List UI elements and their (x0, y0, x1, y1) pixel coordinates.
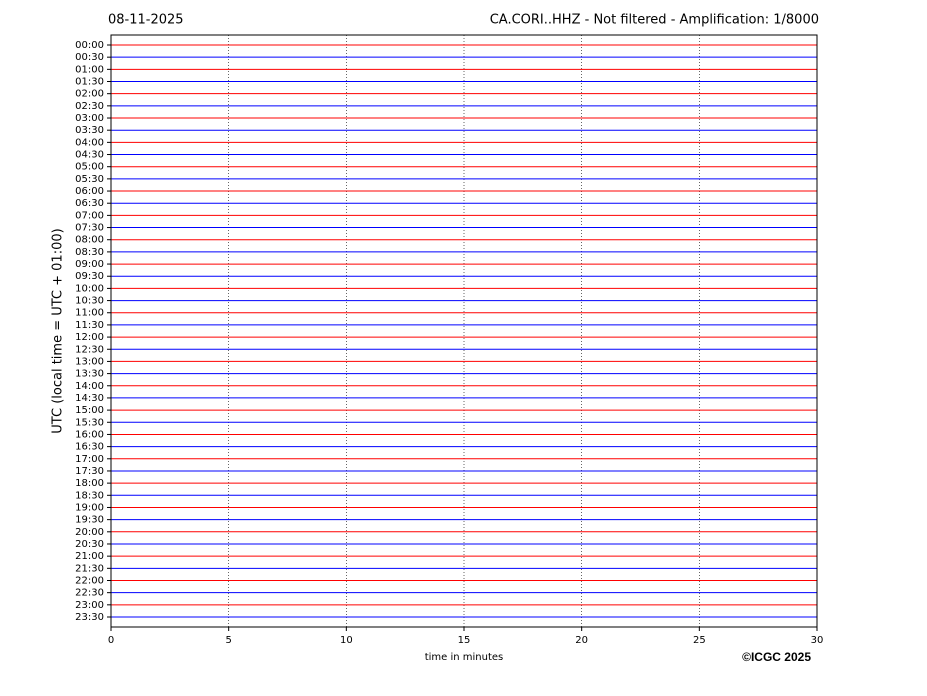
x-tick-label: 30 (811, 635, 824, 646)
y-tick-label: 16:30 (75, 442, 104, 453)
y-tick-label: 09:30 (75, 271, 104, 282)
copyright: ©ICGC 2025 (742, 650, 811, 664)
y-tick-label: 17:00 (75, 454, 104, 465)
y-tick-label: 21:00 (75, 551, 104, 562)
y-tick-label: 01:30 (75, 77, 104, 88)
y-tick-label: 07:00 (75, 210, 104, 221)
y-tick-label: 05:30 (75, 174, 104, 185)
y-axis-label: UTC (local time = UTC + 01:00) (51, 228, 66, 433)
x-tick-label: 25 (693, 635, 706, 646)
y-tick-label: 06:30 (75, 198, 104, 209)
x-tick-label: 0 (108, 635, 114, 646)
y-tick-label: 10:00 (75, 283, 104, 294)
y-tick-label: 01:00 (75, 64, 104, 75)
plot-frame (110, 34, 818, 628)
y-tick-label: 22:00 (75, 575, 104, 586)
y-tick-label: 07:30 (75, 223, 104, 234)
y-tick-label: 09:00 (75, 259, 104, 270)
y-tick-label: 19:00 (75, 502, 104, 513)
y-tick-label: 15:00 (75, 405, 104, 416)
y-tick-label: 08:30 (75, 247, 104, 258)
y-tick-label: 21:30 (75, 563, 104, 574)
y-tick-label: 02:30 (75, 101, 104, 112)
y-tick-label: 02:00 (75, 89, 104, 100)
x-tick-label: 15 (458, 635, 471, 646)
y-tick-label: 15:30 (75, 417, 104, 428)
y-tick-label: 05:00 (75, 162, 104, 173)
y-tick-label: 23:30 (75, 612, 104, 623)
y-tick-label: 12:00 (75, 332, 104, 343)
y-tick-label: 14:30 (75, 393, 104, 404)
y-tick-label: 00:00 (75, 40, 104, 51)
date: 08-11-2025 (108, 13, 184, 28)
y-tick-label: 20:00 (75, 527, 104, 538)
y-tick-label: 10:30 (75, 296, 104, 307)
y-tick-label: 11:30 (75, 320, 104, 331)
y-tick-label: 04:00 (75, 137, 104, 148)
y-tick-label: 19:30 (75, 515, 104, 526)
y-tick-label: 08:00 (75, 235, 104, 246)
y-tick-label: 23:00 (75, 600, 104, 611)
x-tick-label: 5 (225, 635, 231, 646)
y-tick-label: 06:00 (75, 186, 104, 197)
y-tick-label: 22:30 (75, 588, 104, 599)
y-tick-label: 13:00 (75, 356, 104, 367)
y-tick-label: 03:00 (75, 113, 104, 124)
y-tick-label: 18:00 (75, 478, 104, 489)
y-tick-label: 00:30 (75, 52, 104, 63)
y-tick-label: 14:00 (75, 381, 104, 392)
y-tick-label: 11:00 (75, 308, 104, 319)
x-tick-label: 20 (575, 635, 588, 646)
y-tick-label: 20:30 (75, 539, 104, 550)
y-tick-label: 04:30 (75, 150, 104, 161)
y-tick-label: 17:30 (75, 466, 104, 477)
y-tick-label: 18:30 (75, 490, 104, 501)
x-axis-label: time in minutes (425, 652, 504, 663)
y-tick-label: 13:30 (75, 369, 104, 380)
chart-title: CA.CORI..HHZ - Not filtered - Amplificat… (490, 13, 819, 28)
y-tick-label: 03:30 (75, 125, 104, 136)
y-tick-label: 16:00 (75, 429, 104, 440)
y-tick-label: 12:30 (75, 344, 104, 355)
x-tick-label: 10 (340, 635, 353, 646)
